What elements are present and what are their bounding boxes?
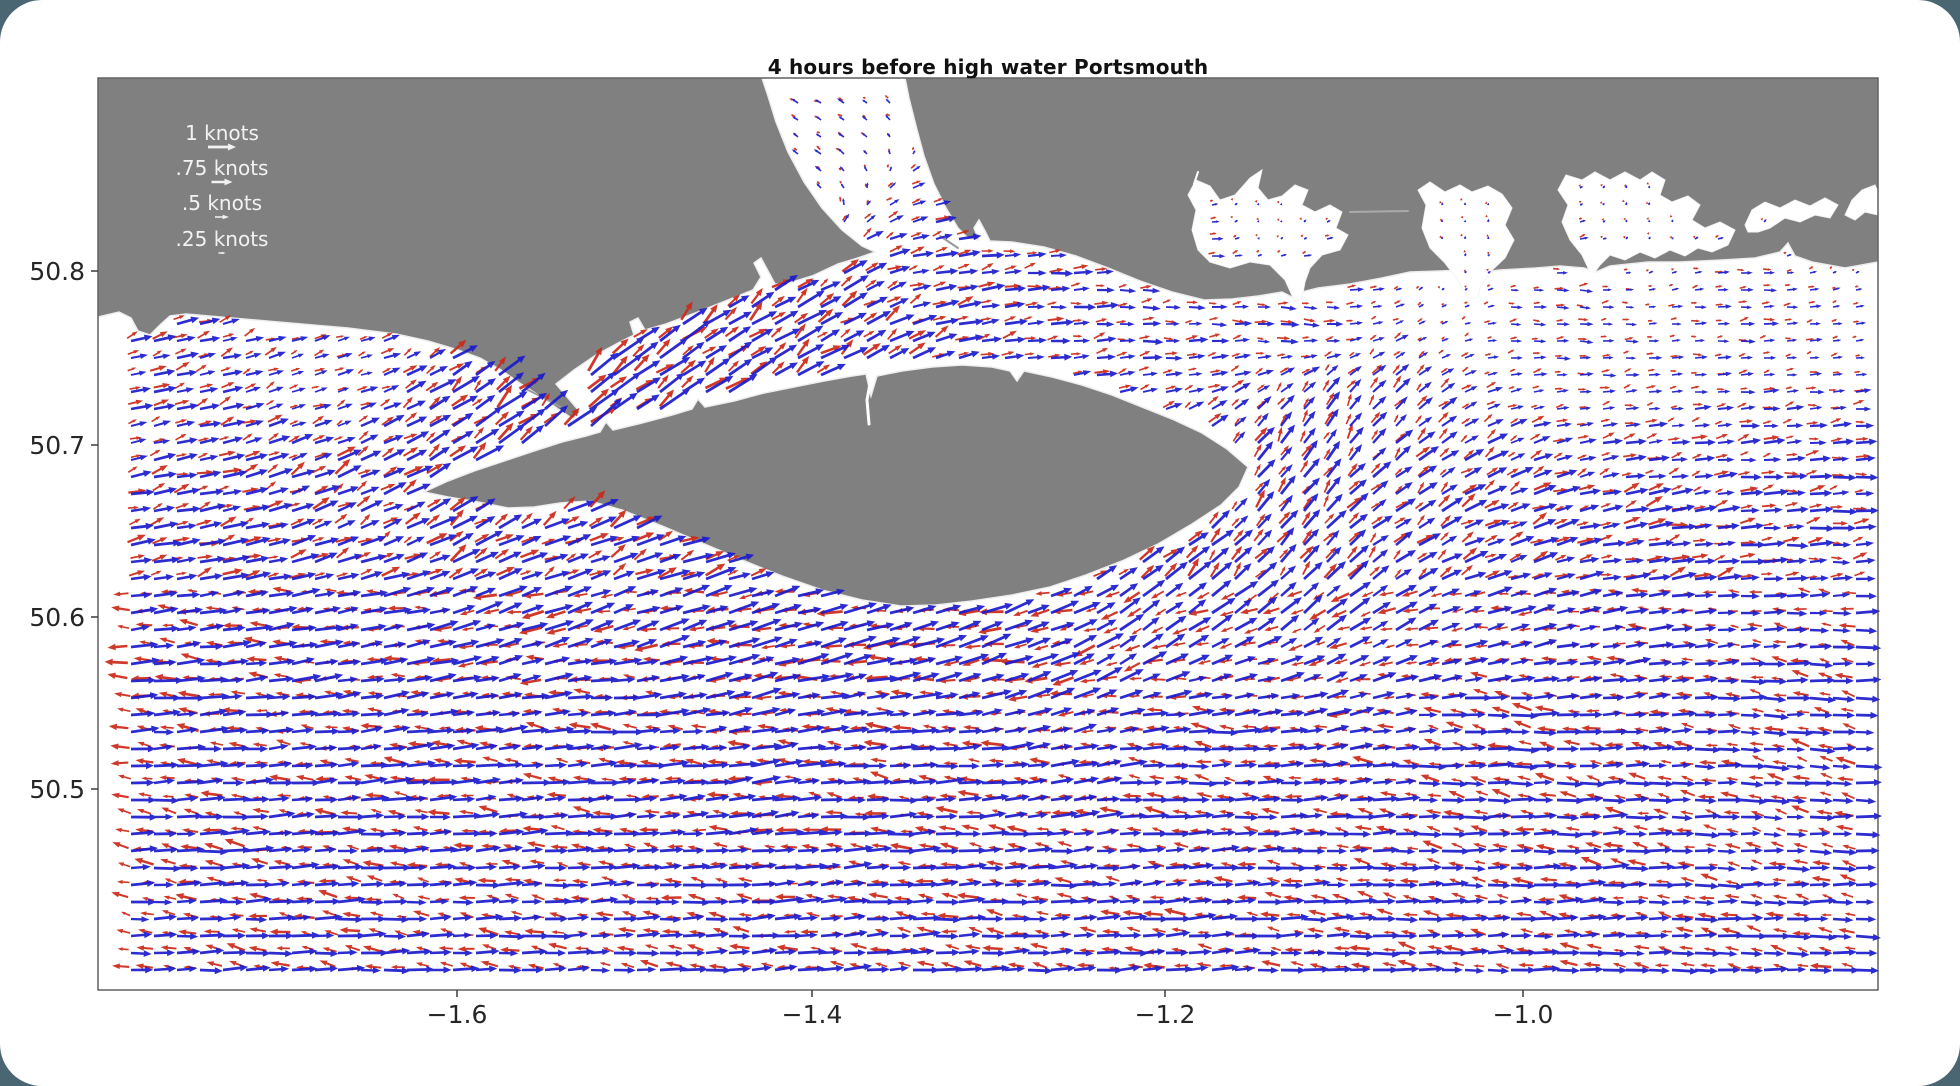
legend-arrow-1 xyxy=(211,178,233,186)
blue-current-arrows xyxy=(130,98,1883,975)
medina-river-line xyxy=(865,376,873,426)
x-tick-label-3: −1.0 xyxy=(1493,1000,1554,1029)
water-portsmouth-harbour xyxy=(1187,168,1349,303)
x-tick-label-0: −1.6 xyxy=(427,1000,488,1029)
water-chichester-harbour xyxy=(1557,171,1736,273)
water-langstone-harbour xyxy=(1417,181,1515,299)
plot-title: 4 hours before high water Portsmouth xyxy=(767,55,1209,79)
legend-arrow-3 xyxy=(218,251,226,255)
y-tick-label-2: 50.6 xyxy=(29,603,85,632)
y-tick-label-0: 50.8 xyxy=(29,257,85,286)
hurst-lagoon-line xyxy=(527,389,567,411)
y-tick-label-1: 50.7 xyxy=(29,431,85,460)
legend-label-1: .75 knots xyxy=(176,156,269,180)
legend-arrow-2 xyxy=(215,214,229,220)
wallington-creek-line xyxy=(1192,171,1201,197)
legend-label-3: .25 knots xyxy=(176,227,269,251)
water-chichester-east-arm xyxy=(1744,197,1839,233)
legend-label-0: 1 knots xyxy=(185,121,259,145)
land-isle-of-wight xyxy=(421,364,1249,607)
red-current-arrows xyxy=(104,95,1871,971)
land-mainland-west xyxy=(98,78,877,420)
legend-label-2: .5 knots xyxy=(182,191,262,215)
y-tick-label-3: 50.5 xyxy=(29,775,85,804)
plot-frame xyxy=(97,77,1879,991)
x-tick-label-2: −1.2 xyxy=(1135,1000,1196,1029)
x-tick-label-1: −1.4 xyxy=(782,1000,843,1029)
legend-arrow-0 xyxy=(208,143,236,151)
ports-creek-line xyxy=(1349,210,1409,213)
